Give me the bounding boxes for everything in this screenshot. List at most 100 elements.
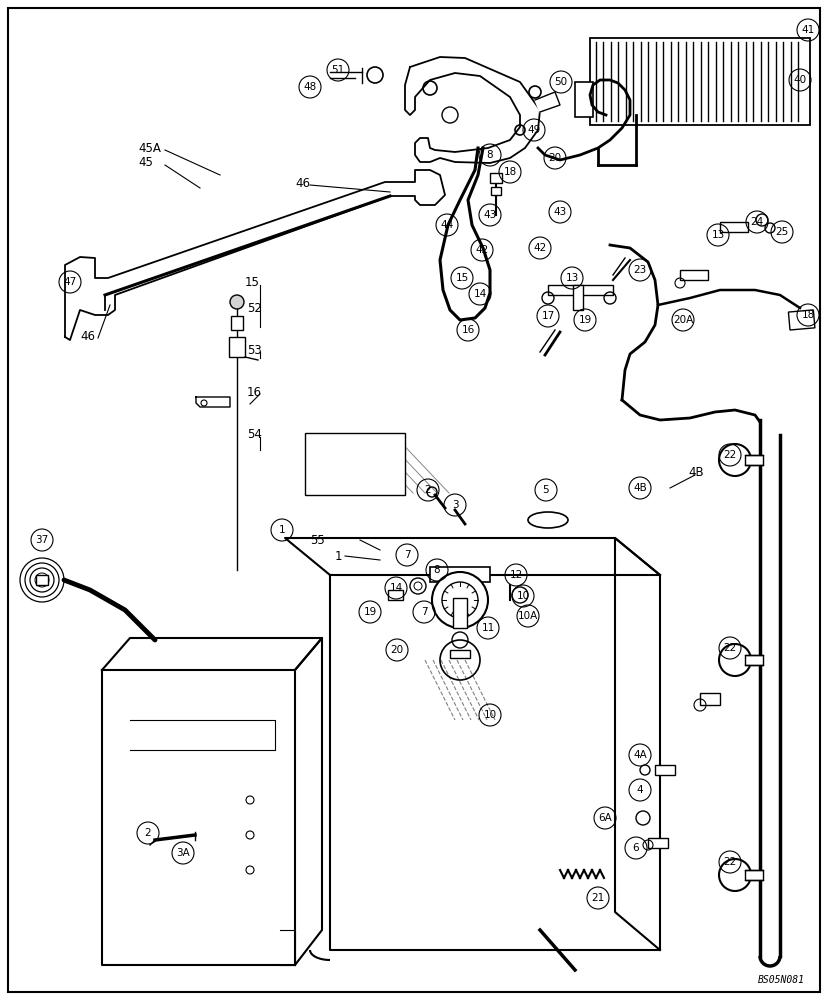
Text: 43: 43: [483, 210, 496, 220]
Text: 42: 42: [533, 243, 546, 253]
Text: 4A: 4A: [633, 750, 646, 760]
Polygon shape: [294, 638, 322, 965]
Text: 46: 46: [294, 177, 309, 190]
Bar: [547, 285, 612, 295]
Text: 13: 13: [565, 273, 578, 283]
Bar: [429, 567, 490, 582]
Text: 42: 42: [475, 245, 488, 255]
Polygon shape: [102, 638, 322, 670]
Text: 22: 22: [723, 857, 736, 867]
Bar: [590, 38, 809, 125]
Polygon shape: [614, 538, 659, 950]
Text: 20A: 20A: [672, 315, 692, 325]
Bar: [787, 310, 814, 330]
Text: 12: 12: [509, 570, 522, 580]
Text: 4: 4: [636, 785, 643, 795]
Bar: [452, 598, 466, 628]
Bar: [231, 316, 242, 330]
Text: 14: 14: [389, 583, 402, 593]
Text: 52: 52: [246, 302, 261, 314]
Circle shape: [230, 295, 244, 309]
Text: 1: 1: [335, 550, 342, 562]
Text: 47: 47: [64, 277, 77, 287]
Polygon shape: [65, 170, 444, 340]
Text: 49: 49: [527, 125, 540, 135]
Polygon shape: [284, 538, 659, 575]
Text: 4B: 4B: [633, 483, 646, 493]
Bar: [36, 575, 48, 585]
Text: 10A: 10A: [517, 611, 538, 621]
Text: 4B: 4B: [687, 466, 703, 479]
Text: 51: 51: [331, 65, 344, 75]
Text: 7: 7: [404, 550, 410, 560]
Text: 19: 19: [578, 315, 591, 325]
Text: 43: 43: [552, 207, 566, 217]
Text: 8: 8: [486, 150, 493, 160]
Text: 53: 53: [246, 344, 261, 357]
Bar: [648, 838, 667, 848]
Circle shape: [432, 572, 487, 628]
Text: 20: 20: [390, 645, 403, 655]
Text: 2: 2: [424, 485, 431, 495]
Text: 3: 3: [452, 500, 458, 510]
Bar: [229, 337, 245, 357]
Text: 41: 41: [801, 25, 814, 35]
Text: 6: 6: [632, 843, 638, 853]
Text: 16: 16: [246, 386, 261, 399]
Bar: [744, 870, 762, 880]
Text: 1: 1: [279, 525, 285, 535]
Text: 46: 46: [80, 330, 95, 344]
Text: 18: 18: [801, 310, 814, 320]
Bar: [449, 650, 470, 658]
Polygon shape: [196, 397, 230, 407]
Text: 11: 11: [480, 623, 494, 633]
Text: 8: 8: [433, 565, 440, 575]
Text: 45A: 45A: [138, 142, 160, 155]
Text: 3A: 3A: [176, 848, 189, 858]
Text: 15: 15: [455, 273, 468, 283]
Text: 22: 22: [723, 450, 736, 460]
Text: 19: 19: [363, 607, 376, 617]
Text: 6A: 6A: [597, 813, 611, 823]
Bar: [744, 455, 762, 465]
Text: 24: 24: [749, 217, 762, 227]
Bar: [574, 82, 592, 117]
Text: 21: 21: [590, 893, 604, 903]
Bar: [388, 590, 403, 600]
Text: 23: 23: [633, 265, 646, 275]
Text: 37: 37: [36, 535, 49, 545]
Text: 7: 7: [420, 607, 427, 617]
Polygon shape: [534, 92, 559, 112]
Polygon shape: [404, 57, 539, 163]
Bar: [490, 173, 501, 183]
Text: 45: 45: [138, 156, 153, 169]
Text: 50: 50: [554, 77, 566, 87]
Text: 14: 14: [473, 289, 486, 299]
Text: 48: 48: [303, 82, 316, 92]
Bar: [572, 285, 582, 310]
Text: 15: 15: [245, 275, 260, 288]
Bar: [654, 765, 674, 775]
Bar: [304, 433, 404, 495]
Text: 40: 40: [792, 75, 805, 85]
Text: 22: 22: [723, 643, 736, 653]
Text: 13: 13: [710, 230, 724, 240]
Polygon shape: [102, 670, 294, 965]
Text: 18: 18: [503, 167, 516, 177]
Text: 10: 10: [516, 591, 529, 601]
Text: 16: 16: [461, 325, 474, 335]
Bar: [490, 187, 500, 195]
Text: 54: 54: [246, 428, 261, 442]
Text: 5: 5: [542, 485, 548, 495]
Polygon shape: [330, 575, 659, 950]
Text: 17: 17: [541, 311, 554, 321]
Text: 20: 20: [547, 153, 561, 163]
Bar: [699, 693, 719, 705]
Text: 55: 55: [309, 534, 324, 546]
Bar: [744, 655, 762, 665]
Text: 25: 25: [774, 227, 787, 237]
Ellipse shape: [528, 512, 567, 528]
Text: 10: 10: [483, 710, 496, 720]
Bar: [719, 222, 747, 232]
Text: 44: 44: [440, 220, 453, 230]
